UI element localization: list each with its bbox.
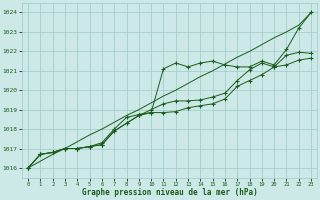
X-axis label: Graphe pression niveau de la mer (hPa): Graphe pression niveau de la mer (hPa) [82, 188, 258, 197]
